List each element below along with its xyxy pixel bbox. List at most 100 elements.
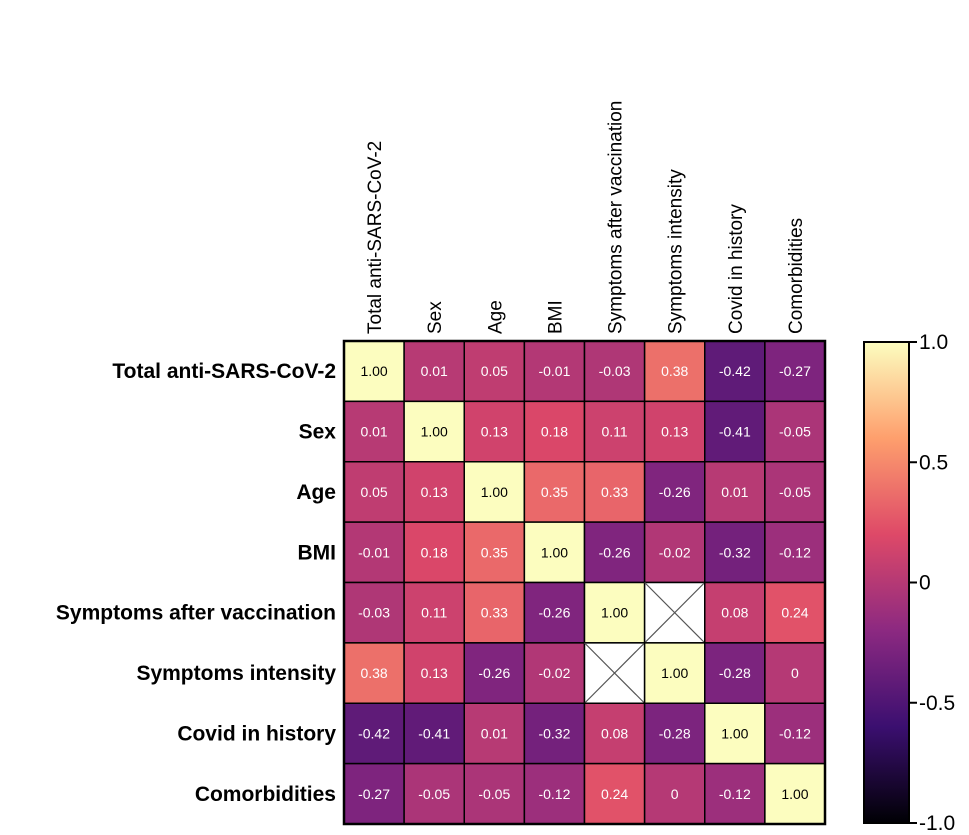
- row-label: Covid in history: [177, 722, 336, 745]
- heatmap-cell: [643, 702, 706, 765]
- row-label: Age: [296, 481, 336, 504]
- colorbar-tick-label: 0.5: [919, 451, 948, 474]
- heatmap-cell: [403, 340, 465, 403]
- row-label: Total anti-SARS-CoV-2: [112, 360, 336, 383]
- cell-value-label: 0.35: [481, 544, 508, 560]
- cell-value-label: 1.00: [360, 363, 387, 379]
- heatmap-cell: [704, 642, 766, 704]
- cell-value-label: 0.08: [721, 605, 748, 621]
- cell-value-label: -0.03: [599, 363, 631, 379]
- cell-value-label: -0.12: [779, 544, 811, 560]
- cell-value-label: 0: [671, 786, 679, 802]
- column-label: Symptoms after vaccination: [606, 101, 627, 334]
- cell-value-label: -0.03: [358, 605, 390, 621]
- cell-value-label: 0.13: [481, 424, 508, 440]
- heatmap-cell: [764, 642, 826, 704]
- cell-value-label: 0.05: [360, 484, 387, 500]
- colorbar-tick-label: 1.0: [919, 331, 948, 354]
- column-label: Total anti-SARS-CoV-2: [365, 141, 386, 334]
- cell-value-label: -0.12: [538, 786, 570, 802]
- row-label: Symptoms intensity: [136, 662, 336, 685]
- row-label: Symptoms after vaccination: [56, 602, 336, 625]
- column-label: Age: [485, 300, 506, 334]
- missing-cross-line: [584, 642, 646, 704]
- heatmap-cell: [643, 762, 706, 825]
- cell-value-label: -0.12: [719, 786, 751, 802]
- heatmap-cell: [523, 642, 586, 704]
- cell-value-label: 0.11: [601, 424, 627, 440]
- colorbar-gradient: [863, 341, 910, 824]
- cell-value-label: 0.38: [360, 665, 387, 681]
- colorbar-tick-label: -0.5: [919, 692, 955, 715]
- heatmap-cell: [523, 521, 586, 584]
- cell-value-label: 0.01: [421, 363, 448, 379]
- cell-value-label: -0.26: [538, 605, 570, 621]
- cell-value-label: -0.27: [779, 363, 811, 379]
- cell-value-label: -0.02: [538, 665, 570, 681]
- heatmap-border: [342, 339, 827, 826]
- colorbar-tick-label: -1.0: [919, 812, 955, 835]
- cell-value-label: 0.11: [421, 605, 447, 621]
- cell-value-label: 0.01: [360, 424, 387, 440]
- cell-value-label: -0.01: [538, 363, 570, 379]
- cell-value-label: -0.32: [719, 544, 751, 560]
- cell-value-label: 0.01: [721, 484, 748, 500]
- cell-value-label: 0.24: [781, 605, 808, 621]
- heatmap-cell: [403, 461, 465, 523]
- heatmap-cell: [403, 400, 465, 463]
- cell-value-label: -0.05: [779, 484, 811, 500]
- cell-value-label: 0.13: [661, 424, 688, 440]
- heatmap-cell: [403, 762, 465, 825]
- missing-cross-line: [644, 582, 706, 644]
- column-label: Symptoms intensity: [666, 169, 687, 334]
- cell-value-label: -0.26: [659, 484, 691, 500]
- cell-value-label: 1.00: [541, 544, 568, 560]
- cell-value-label: -0.41: [719, 424, 751, 440]
- row-label: BMI: [298, 541, 337, 564]
- heatmap-cell: [583, 581, 646, 644]
- cell-value-label: 1.00: [421, 424, 448, 440]
- heatmap-cell: [704, 521, 766, 584]
- cell-value-label: 0.18: [541, 424, 568, 440]
- row-label: Sex: [299, 421, 337, 444]
- cell-value-label: -0.01: [358, 544, 390, 560]
- row-labels: Total anti-SARS-CoV-2 Sex Age BMI Symptoms a…: [56, 360, 336, 806]
- heatmap-cell: [523, 400, 586, 463]
- heatmap-cell: [643, 340, 706, 403]
- heatmap-cells: 1.00 0.01 0.05 -0.01 -0.03 0.38 -0.42 -0.27 0.01…: [343, 340, 826, 825]
- cell-value-label: 0.24: [601, 786, 628, 802]
- heatmap-cell: [764, 400, 826, 463]
- column-label: Comorbidities: [786, 218, 807, 334]
- heatmap-cell: [463, 762, 526, 825]
- cell-value-label: -0.41: [418, 725, 450, 741]
- column-label: Covid in history: [726, 204, 747, 334]
- colorbar-tick-label: 0: [919, 572, 931, 595]
- heatmap-cell: [583, 762, 646, 825]
- column-labels: Total anti-SARS-CoV-2 Sex Age BMI Symptoms a…: [365, 101, 807, 334]
- cell-value-label: -0.28: [659, 725, 691, 741]
- cell-value-label: -0.26: [599, 544, 631, 560]
- cell-value-label: -0.05: [779, 424, 811, 440]
- cell-value-label: 0.05: [481, 363, 508, 379]
- heatmap-cell: [583, 702, 646, 765]
- heatmap-cell: [643, 400, 706, 463]
- heatmap-cell: [583, 461, 646, 523]
- cell-value-label: -0.42: [358, 725, 390, 741]
- heatmap-cell: [523, 461, 586, 523]
- cell-value-label: -0.27: [358, 786, 390, 802]
- heatmap-cell: [463, 461, 526, 523]
- heatmap-cell: [523, 762, 586, 825]
- cell-value-label: -0.32: [538, 725, 570, 741]
- cell-value-label: 0.35: [541, 484, 568, 500]
- heatmap-cell: [643, 461, 706, 523]
- heatmap-cell: [764, 581, 826, 644]
- row-label: Comorbidities: [195, 783, 336, 806]
- cell-value-label: -0.12: [779, 725, 811, 741]
- heatmap-cell: [343, 642, 405, 704]
- cell-value-label: 0.38: [661, 363, 688, 379]
- cell-value-label: 1.00: [781, 786, 808, 802]
- cell-value-label: -0.42: [719, 363, 751, 379]
- column-label: BMI: [545, 300, 566, 334]
- cell-value-label: 1.00: [661, 665, 688, 681]
